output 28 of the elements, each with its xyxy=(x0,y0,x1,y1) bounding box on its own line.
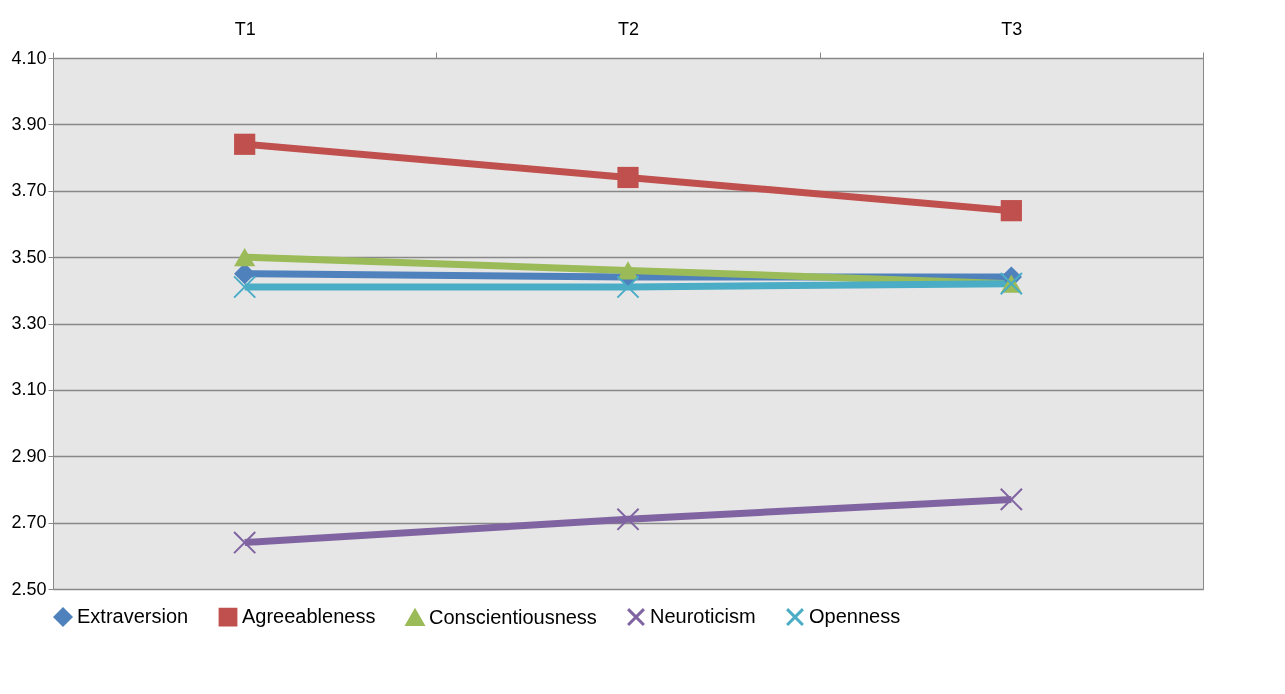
y-tick-label: 3.30 xyxy=(11,313,47,333)
legend-label: Extraversion xyxy=(77,605,189,628)
point xyxy=(617,166,639,189)
legend-label: Openness xyxy=(809,605,901,628)
y-tick-label: 3.10 xyxy=(11,379,47,400)
legend-label: Agreeableness xyxy=(242,605,376,628)
point xyxy=(234,247,256,267)
point xyxy=(233,275,257,299)
x-tick-label: T1 xyxy=(234,18,256,39)
point xyxy=(999,487,1023,511)
legend-label: Conscientiousness xyxy=(429,605,597,628)
point xyxy=(233,530,257,555)
legend-label: Neuroticism xyxy=(650,605,756,628)
y-tick-label: 2.90 xyxy=(11,445,47,466)
y-tick-label: 2.50 xyxy=(11,578,47,599)
x-tick-label: T2 xyxy=(617,18,640,39)
point xyxy=(1000,200,1022,222)
y-tick-label: 3.50 xyxy=(11,246,47,267)
point xyxy=(616,275,640,299)
y-tick-label: 2.70 xyxy=(11,512,47,533)
point xyxy=(234,133,256,155)
point xyxy=(616,507,640,531)
point xyxy=(617,261,639,280)
y-tick-label: 3.70 xyxy=(11,180,47,201)
point xyxy=(234,263,256,285)
y-tick-label: 4.10 xyxy=(11,47,47,68)
y-tick-label: 3.90 xyxy=(11,113,47,134)
x-tick-label: T3 xyxy=(1001,18,1023,39)
